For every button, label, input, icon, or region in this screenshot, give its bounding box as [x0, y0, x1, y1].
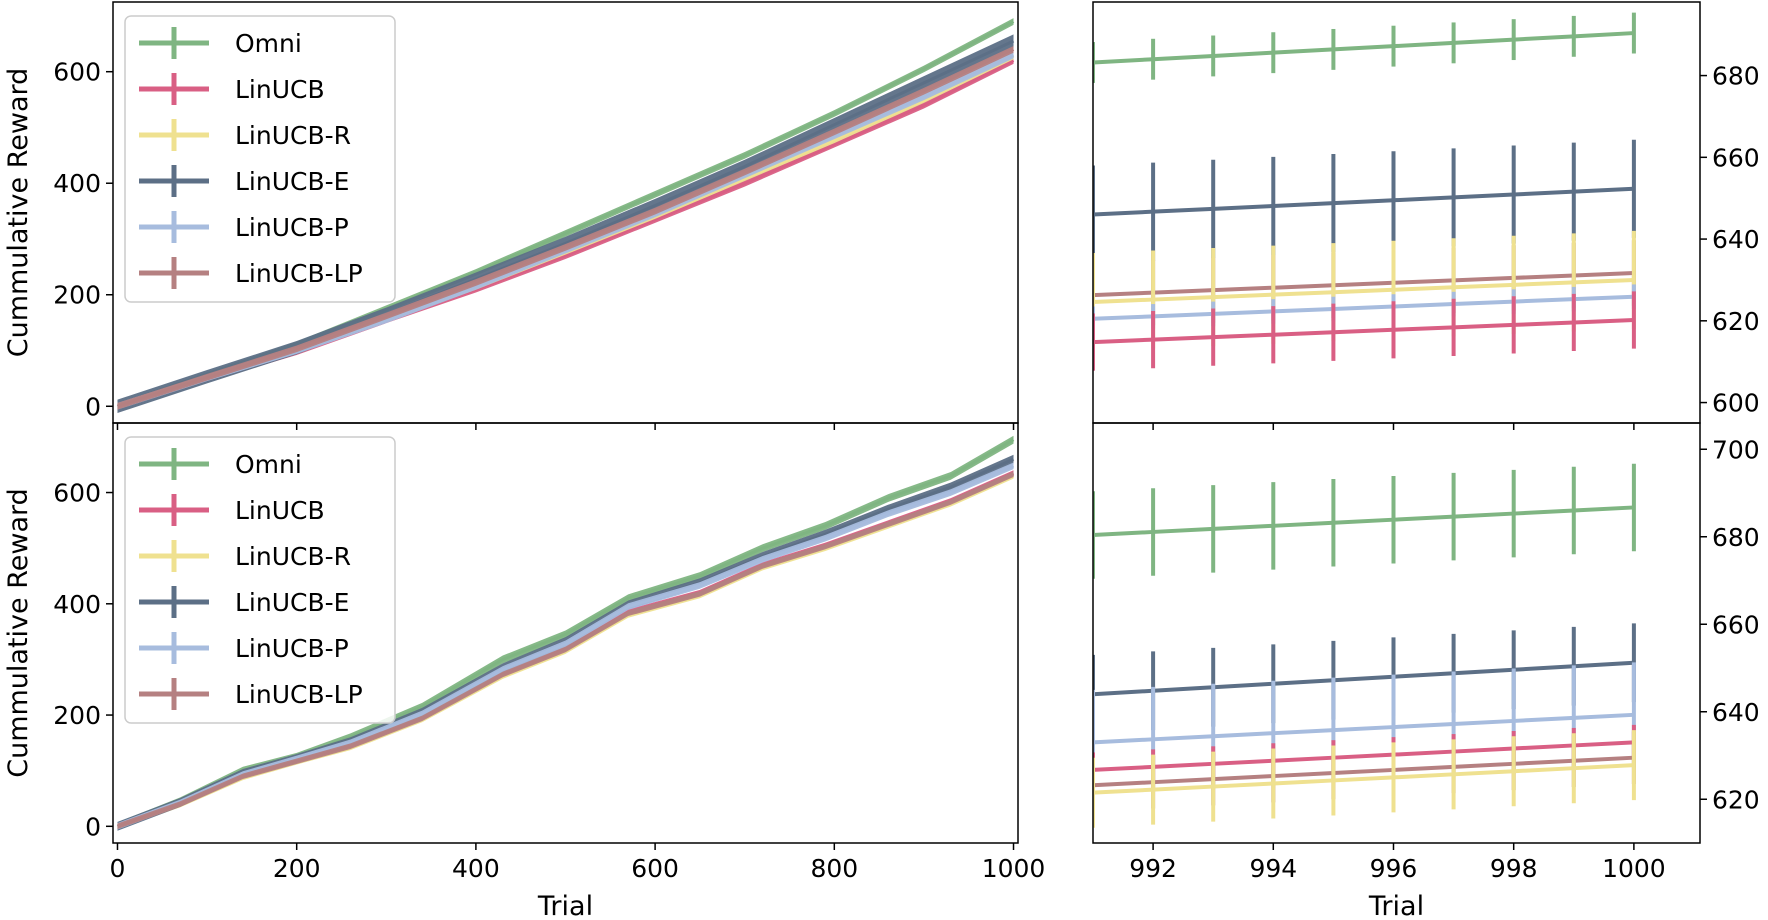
axes-frame [112, 422, 1019, 844]
x-axis-label: Trial [537, 891, 593, 920]
legend-label: LinUCB-LP [235, 680, 363, 709]
x-tick-label: 1000 [1602, 854, 1666, 883]
x-tick-label: 996 [1370, 854, 1418, 883]
series-band-linucb_p [117, 462, 1014, 830]
legend-label: LinUCB-E [235, 167, 349, 196]
y-tick-label: 620 [1712, 307, 1760, 336]
series-line-linucb_lp [1093, 270, 1634, 298]
y-tick-label: 700 [1712, 435, 1760, 464]
panel-top-right: 600 620 640 660 680 [1092, 1, 1760, 430]
axes-frame [1092, 422, 1701, 844]
y-tick-label: 200 [53, 281, 101, 310]
series-line-linucb_p [1093, 294, 1634, 321]
y-tick-label: 600 [1712, 389, 1760, 418]
plot-area [1093, 463, 1636, 828]
plot-area [116, 435, 1015, 831]
legend-label: LinUCB-E [235, 588, 349, 617]
panel-bottom-left: 0 200 400 600 800 1000 0 200 400 600 Cummulative R… [3, 422, 1046, 920]
series-line-linucb_lp [116, 472, 1015, 828]
y-tick-label: 680 [1712, 62, 1760, 91]
y-tick-label: 200 [53, 701, 101, 730]
panel-bottom-right: 992 994 996 998 1000 620 640 660 680 700 Trial [1092, 422, 1760, 920]
y-tick-label: 0 [85, 812, 101, 841]
series-line-linucb [1093, 317, 1634, 345]
legend-label: Omni [235, 450, 302, 479]
y-tick-label: 600 [53, 58, 101, 87]
series-line-linucb_lp [1093, 755, 1634, 788]
x-tick-label: 600 [631, 854, 679, 883]
legend-label: LinUCB [235, 496, 325, 525]
legend-label: LinUCB-P [235, 634, 349, 663]
axes-frame [1092, 1, 1701, 424]
legend-label: LinUCB-LP [235, 259, 363, 288]
x-tick-label: 998 [1490, 854, 1538, 883]
x-tick-label: 0 [110, 854, 126, 883]
y-tick-label: 0 [85, 392, 101, 421]
y-tick-label: 640 [1712, 225, 1760, 254]
x-tick-label: 200 [273, 854, 321, 883]
panel-top-left: 0 200 400 600 Cummulative Reward Omni LinUCB Li… [3, 1, 1019, 430]
legend-label: LinUCB-P [235, 213, 349, 242]
x-tick-label: 800 [810, 854, 858, 883]
x-tick-label: 992 [1129, 854, 1177, 883]
series-line-linucb_lp [117, 48, 1015, 408]
x-tick-label: 994 [1249, 854, 1297, 883]
y-tick-label: 660 [1712, 143, 1760, 172]
y-axis-label: Cummulative Reward [3, 68, 34, 358]
legend-label: LinUCB-R [235, 542, 351, 571]
y-tick-label: 400 [53, 169, 101, 198]
plot-area [116, 18, 1015, 413]
series-line-linucb_e [1093, 660, 1635, 697]
series-line-linucb_r [1093, 763, 1634, 795]
legend: Omni LinUCB LinUCB-R LinUCB-E LinUCB-P LinUCB… [124, 436, 396, 724]
series-line-linucb_p [1093, 712, 1634, 745]
series-line-linucb [1093, 740, 1634, 772]
series-line-omni [1093, 505, 1634, 537]
legend-label: Omni [235, 29, 302, 58]
x-tick-label: 1000 [982, 854, 1046, 883]
series-line-omni [1093, 31, 1634, 65]
legend-label: LinUCB [235, 75, 325, 104]
y-tick-label: 660 [1712, 610, 1760, 639]
y-tick-label: 620 [1712, 785, 1760, 814]
series-line-linucb_e [1093, 186, 1634, 217]
y-tick-label: 640 [1712, 698, 1760, 727]
y-tick-label: 400 [53, 590, 101, 619]
y-axis-label: Cummulative Reward [3, 488, 34, 778]
legend-label: LinUCB-R [235, 121, 351, 150]
y-tick-label: 600 [53, 479, 101, 508]
x-tick-label: 400 [452, 854, 500, 883]
plot-area [1093, 12, 1636, 371]
x-axis-label: Trial [1368, 891, 1424, 920]
series-line-linucb_r [1093, 277, 1634, 305]
legend: Omni LinUCB LinUCB-R LinUCB-E LinUCB-P LinUCB… [124, 15, 396, 303]
y-tick-label: 680 [1712, 523, 1760, 552]
